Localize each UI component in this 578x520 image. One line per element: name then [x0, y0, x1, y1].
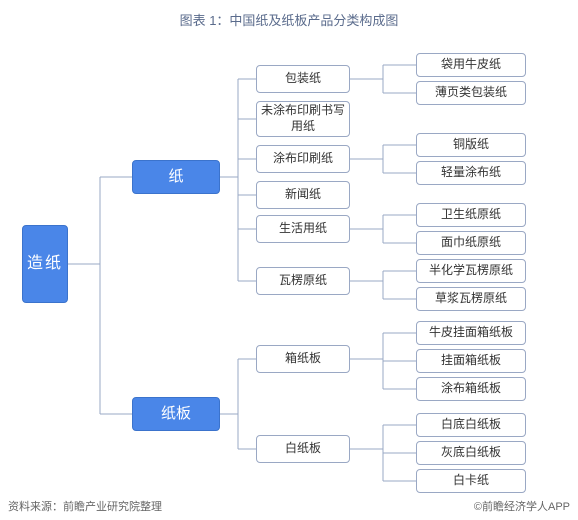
footer: 资料来源：前瞻产业研究院整理 ©前瞻经济学人APP [8, 498, 570, 514]
node-copper: 铜版纸 [416, 133, 526, 157]
node-ivory: 白卡纸 [416, 469, 526, 493]
node-whiteboard: 白纸板 [256, 435, 350, 463]
node-lwc: 轻量涂布纸 [416, 161, 526, 185]
node-liner: 挂面箱纸板 [416, 349, 526, 373]
tree-diagram: 造纸 纸 纸板 包装纸 未涂布印刷书写用纸 涂布印刷纸 新闻纸 生活用纸 瓦楞原… [0, 35, 578, 495]
node-corrugated: 瓦楞原纸 [256, 267, 350, 295]
node-root: 造纸 [22, 225, 68, 303]
node-straw: 草浆瓦楞原纸 [416, 287, 526, 311]
node-facial: 面巾纸原纸 [416, 231, 526, 255]
node-uncoated: 未涂布印刷书写用纸 [256, 101, 350, 137]
node-toilet: 卫生纸原纸 [416, 203, 526, 227]
footer-copyright: ©前瞻经济学人APP [474, 498, 570, 514]
node-paper: 纸 [132, 160, 220, 194]
node-thin-pkg: 薄页类包装纸 [416, 81, 526, 105]
node-kraft-liner: 牛皮挂面箱纸板 [416, 321, 526, 345]
node-boxboard: 箱纸板 [256, 345, 350, 373]
footer-source: 资料来源：前瞻产业研究院整理 [8, 498, 162, 514]
chart-title: 图表 1：中国纸及纸板产品分类构成图 [0, 0, 578, 35]
node-gbwb: 灰底白纸板 [416, 441, 526, 465]
node-packaging: 包装纸 [256, 65, 350, 93]
node-board: 纸板 [132, 397, 220, 431]
node-coated: 涂布印刷纸 [256, 145, 350, 173]
node-kraft-bag: 袋用牛皮纸 [416, 53, 526, 77]
node-tissue: 生活用纸 [256, 215, 350, 243]
node-wbwb: 白底白纸板 [416, 413, 526, 437]
node-semichem: 半化学瓦楞原纸 [416, 259, 526, 283]
node-coated-box: 涂布箱纸板 [416, 377, 526, 401]
node-news: 新闻纸 [256, 181, 350, 209]
